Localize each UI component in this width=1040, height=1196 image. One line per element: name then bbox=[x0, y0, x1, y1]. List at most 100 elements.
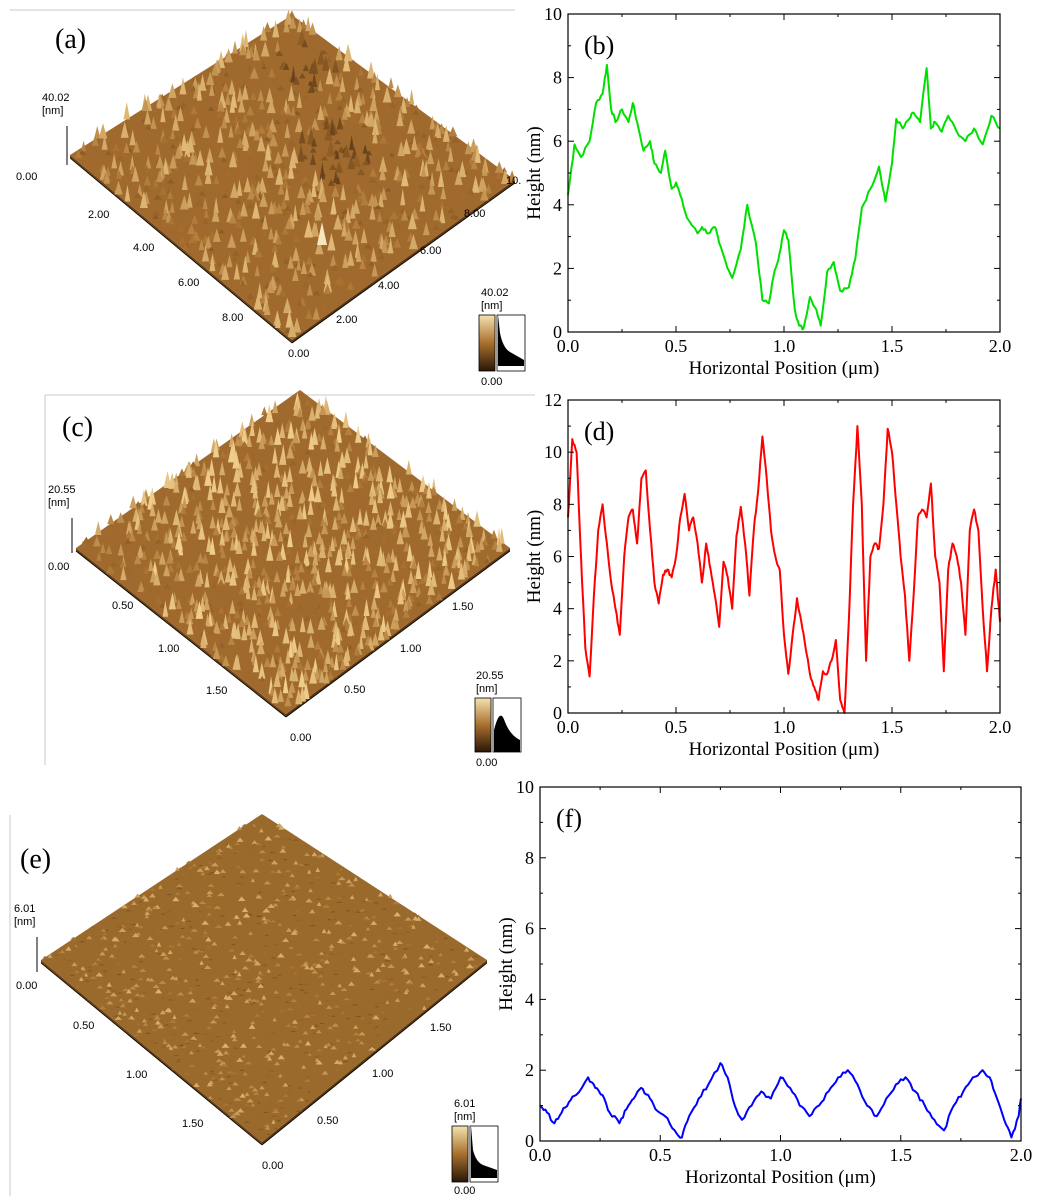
surface-peak bbox=[323, 954, 331, 957]
surface-peak bbox=[229, 536, 236, 551]
surface-peak bbox=[309, 1013, 317, 1017]
surface-peak bbox=[243, 176, 252, 193]
surface-peak bbox=[204, 571, 210, 588]
surface-peak bbox=[315, 1048, 324, 1052]
surface-peak bbox=[254, 975, 263, 980]
surface-peak bbox=[298, 1087, 303, 1089]
surface-peak bbox=[190, 492, 197, 500]
surface-peak bbox=[317, 974, 324, 978]
surface-peak bbox=[351, 1004, 359, 1006]
surface-peak bbox=[340, 626, 347, 632]
surface-peak bbox=[365, 978, 370, 981]
surface-peak bbox=[355, 193, 364, 202]
surface-peak bbox=[120, 565, 127, 581]
surface-peak bbox=[368, 988, 376, 990]
surface-peak bbox=[388, 221, 396, 238]
surface-peak bbox=[385, 187, 392, 192]
surface-peak bbox=[291, 235, 301, 243]
surface-peak bbox=[249, 66, 259, 79]
surface-peak bbox=[292, 317, 302, 333]
surface-peak bbox=[323, 457, 332, 474]
surface-peak bbox=[129, 495, 137, 509]
surface-peak bbox=[334, 438, 341, 452]
surface-peak bbox=[434, 565, 443, 571]
surface-peak bbox=[218, 1070, 224, 1075]
surface-peak bbox=[168, 873, 177, 877]
x-tick-label: 0.50 bbox=[112, 600, 133, 612]
surface-peak bbox=[259, 1001, 264, 1006]
surface-peak bbox=[217, 892, 225, 897]
surface-peak bbox=[337, 501, 345, 510]
surface-peak bbox=[283, 1113, 289, 1118]
surface-peak bbox=[418, 152, 427, 159]
surface-peak bbox=[371, 263, 378, 277]
surface-peak bbox=[218, 653, 226, 661]
surface-peak bbox=[359, 462, 366, 479]
surface-peak bbox=[465, 963, 474, 969]
surface-peak bbox=[283, 168, 289, 180]
x-tick-label: 1.00 bbox=[158, 643, 179, 655]
surface-peak bbox=[296, 92, 303, 108]
surface-peak bbox=[319, 403, 327, 415]
colorbar-unit: [nm] bbox=[476, 683, 497, 695]
surface-peak bbox=[393, 84, 402, 98]
surface-peak bbox=[410, 558, 417, 569]
surface-peak bbox=[217, 228, 225, 234]
surface-peak bbox=[253, 128, 261, 141]
surface-peak bbox=[236, 1057, 244, 1062]
surface-peak bbox=[385, 608, 394, 616]
surface-peak bbox=[313, 875, 322, 879]
surface-peak bbox=[262, 920, 268, 924]
surface-peak bbox=[239, 869, 247, 874]
surface-peak bbox=[202, 954, 210, 958]
surface-peak bbox=[408, 496, 417, 509]
surface-peak bbox=[198, 238, 205, 251]
surface-peak bbox=[322, 423, 329, 430]
surface-peak bbox=[439, 526, 445, 542]
surface-peak bbox=[122, 941, 128, 943]
surface-peak bbox=[143, 896, 149, 902]
surface-peak bbox=[139, 994, 146, 998]
surface-peak bbox=[332, 973, 340, 975]
surface-peak bbox=[167, 1007, 172, 1013]
surface-peak bbox=[393, 988, 400, 992]
surface-peak bbox=[167, 925, 175, 927]
surface-peak bbox=[340, 184, 347, 201]
surface-peak bbox=[393, 554, 399, 571]
surface-peak bbox=[231, 1037, 238, 1042]
surface-peak bbox=[311, 72, 318, 88]
surface-peak bbox=[244, 998, 250, 1003]
surface-peak bbox=[292, 267, 299, 281]
surface-peak bbox=[272, 901, 278, 903]
surface-peak bbox=[86, 965, 92, 968]
surface-peak bbox=[323, 283, 332, 294]
x-tick-label: 0.50 bbox=[73, 1020, 94, 1032]
surface-peak bbox=[227, 1101, 234, 1104]
surface-peak bbox=[351, 1052, 357, 1058]
surface-peak bbox=[327, 1026, 334, 1030]
surface-peak bbox=[251, 585, 258, 601]
surface-peak bbox=[409, 88, 415, 105]
surface-peak bbox=[132, 1033, 141, 1037]
colorbar-unit: [nm] bbox=[454, 1111, 475, 1123]
surface-peak bbox=[306, 271, 314, 277]
surface-peak bbox=[273, 427, 282, 445]
surface-peak bbox=[190, 85, 197, 91]
surface-peak bbox=[322, 904, 331, 908]
surface-peak bbox=[323, 1044, 328, 1049]
surface-peak bbox=[371, 194, 379, 207]
surface-peak bbox=[257, 89, 264, 101]
surface-peak bbox=[349, 894, 355, 900]
surface-peak bbox=[437, 972, 446, 978]
colorbar-min: 0.00 bbox=[481, 376, 502, 388]
surface-peak bbox=[174, 146, 182, 159]
surface-peak bbox=[168, 1045, 173, 1051]
surface-peak bbox=[153, 549, 162, 559]
surface-peak bbox=[405, 979, 413, 984]
surface-peak bbox=[367, 468, 375, 481]
surface-peak bbox=[242, 577, 249, 594]
surface-peak bbox=[277, 688, 284, 702]
surface-peak bbox=[153, 1014, 160, 1017]
surface-peak bbox=[404, 501, 413, 518]
surface-peak bbox=[258, 849, 266, 854]
